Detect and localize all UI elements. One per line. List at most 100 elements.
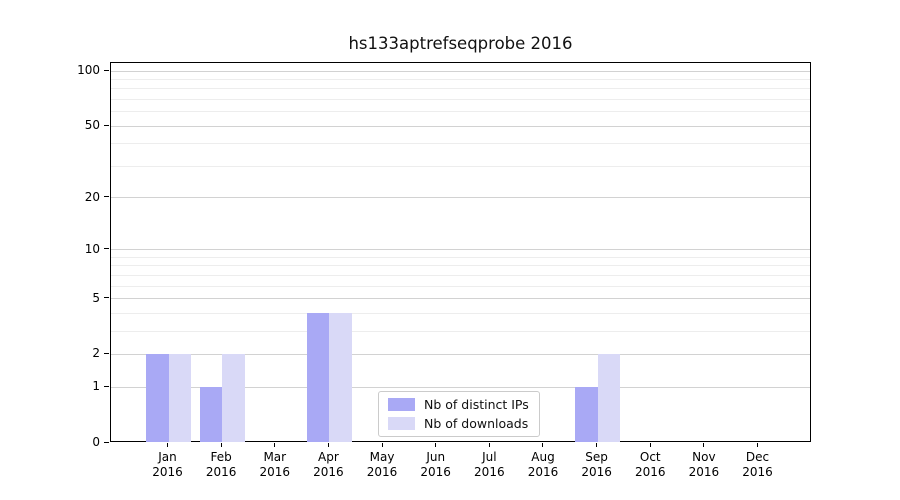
y-tick-label: 100 (77, 63, 100, 77)
x-tick-year: 2016 (527, 465, 559, 479)
y-tick-label: 50 (84, 118, 100, 133)
x-tick-month: Nov (692, 450, 716, 464)
x-tick-label: May 2016 (354, 450, 410, 480)
x-tick-year: 2016 (420, 465, 451, 479)
x-tick-year: 2016 (259, 465, 291, 479)
x-tick-month: Apr (318, 450, 339, 464)
x-tick (649, 443, 651, 447)
x-tick-label: Apr 2016 (300, 450, 356, 480)
y-tick (104, 124, 109, 126)
y-tick (104, 385, 109, 387)
x-tick (703, 443, 705, 447)
gridline-major (111, 386, 810, 388)
x-tick (435, 443, 437, 447)
y-tick-label: 2 (92, 346, 100, 361)
y-tick (104, 441, 109, 443)
chart-title: hs133aptrefseqprobe 2016 (348, 34, 573, 53)
legend: Nb of distinct IPs Nb of downloads (378, 391, 540, 437)
x-tick-month: Jan (158, 450, 177, 464)
x-tick-year: 2016 (152, 465, 183, 479)
x-tick (274, 443, 276, 447)
x-tick-year: 2016 (742, 465, 773, 479)
y-tick-label: 5 (92, 290, 100, 305)
x-tick-year: 2016 (205, 465, 237, 479)
x-tick-label: Jan 2016 (140, 450, 196, 480)
x-tick (596, 443, 598, 447)
x-tick-label: Sep 2016 (569, 450, 625, 480)
y-tick (104, 248, 109, 250)
legend-label-downloads: Nb of downloads (424, 416, 529, 431)
y-tick (104, 297, 109, 299)
bar-nb-of-downloads (168, 354, 191, 442)
x-tick-label: Aug 2016 (515, 450, 571, 480)
x-tick-month: Sep (585, 450, 608, 464)
gridline-minor (111, 285, 810, 287)
gridline-minor (111, 143, 810, 145)
y-tick-label: 0 (92, 435, 100, 449)
y-tick-label: 20 (84, 189, 100, 204)
legend-swatch-downloads-icon (388, 417, 415, 430)
y-tick (104, 352, 109, 354)
gridline-major (111, 249, 810, 251)
gridline-minor (111, 330, 810, 332)
x-tick (381, 443, 383, 447)
x-tick-month: Dec (745, 450, 770, 464)
bar-nb-of-distinct-ips (575, 387, 598, 442)
x-tick-year: 2016 (688, 465, 720, 479)
y-tick-label: 10 (84, 241, 100, 256)
x-tick-month: Feb (210, 450, 232, 464)
gridline-major (111, 197, 810, 199)
x-tick-month: Oct (639, 450, 661, 464)
y-tick (104, 196, 109, 198)
bar-nb-of-downloads (597, 354, 621, 442)
x-tick-label: Mar 2016 (247, 450, 303, 480)
gridline-minor (111, 98, 810, 100)
x-tick-label: Jul 2016 (461, 450, 517, 480)
x-tick-year: 2016 (634, 465, 666, 479)
gridline-major (111, 125, 810, 127)
x-tick-month: Aug (531, 450, 555, 464)
x-tick (327, 443, 329, 447)
gridline-minor (111, 88, 810, 90)
gridline-minor (111, 265, 810, 267)
x-tick-label: Jun 2016 (408, 450, 464, 480)
x-tick-month: Mar (263, 450, 287, 464)
bar-nb-of-distinct-ips (306, 313, 330, 442)
x-tick-year: 2016 (581, 465, 612, 479)
y-tick-label: 1 (92, 379, 100, 394)
gridline-major (111, 353, 810, 355)
gridline-minor (111, 165, 810, 167)
bar-nb-of-downloads (329, 313, 352, 442)
x-tick (220, 443, 222, 447)
x-tick-label: Oct 2016 (622, 450, 678, 480)
gridline-minor (111, 312, 810, 314)
legend-item-distinct-ips: Nb of distinct IPs (388, 397, 529, 412)
bar-nb-of-distinct-ips (199, 387, 223, 442)
x-tick (167, 443, 168, 447)
plot-area (110, 62, 811, 442)
x-tick (757, 443, 759, 447)
bar-nb-of-distinct-ips (146, 354, 169, 442)
y-tick (104, 69, 109, 71)
x-tick-label: Feb 2016 (193, 450, 249, 480)
gridline-major (111, 298, 810, 300)
gridline-minor (111, 256, 810, 258)
legend-label-distinct-ips: Nb of distinct IPs (424, 397, 529, 412)
gridline-minor (111, 111, 810, 113)
x-tick-month: May (369, 450, 395, 464)
x-tick (542, 443, 544, 447)
x-tick-label: Nov 2016 (676, 450, 732, 480)
x-tick-month: Jul (482, 450, 497, 464)
x-tick-year: 2016 (474, 465, 505, 479)
legend-swatch-distinct-ips-icon (388, 398, 415, 411)
x-tick-year: 2016 (366, 465, 398, 479)
x-tick-label: Dec 2016 (730, 450, 786, 480)
x-tick-year: 2016 (313, 465, 344, 479)
gridline-major (111, 70, 810, 72)
gridline-minor (111, 78, 810, 80)
gridline-minor (111, 274, 810, 276)
legend-item-downloads: Nb of downloads (388, 416, 529, 431)
x-tick (488, 443, 490, 447)
x-tick-month: Jun (426, 450, 446, 464)
